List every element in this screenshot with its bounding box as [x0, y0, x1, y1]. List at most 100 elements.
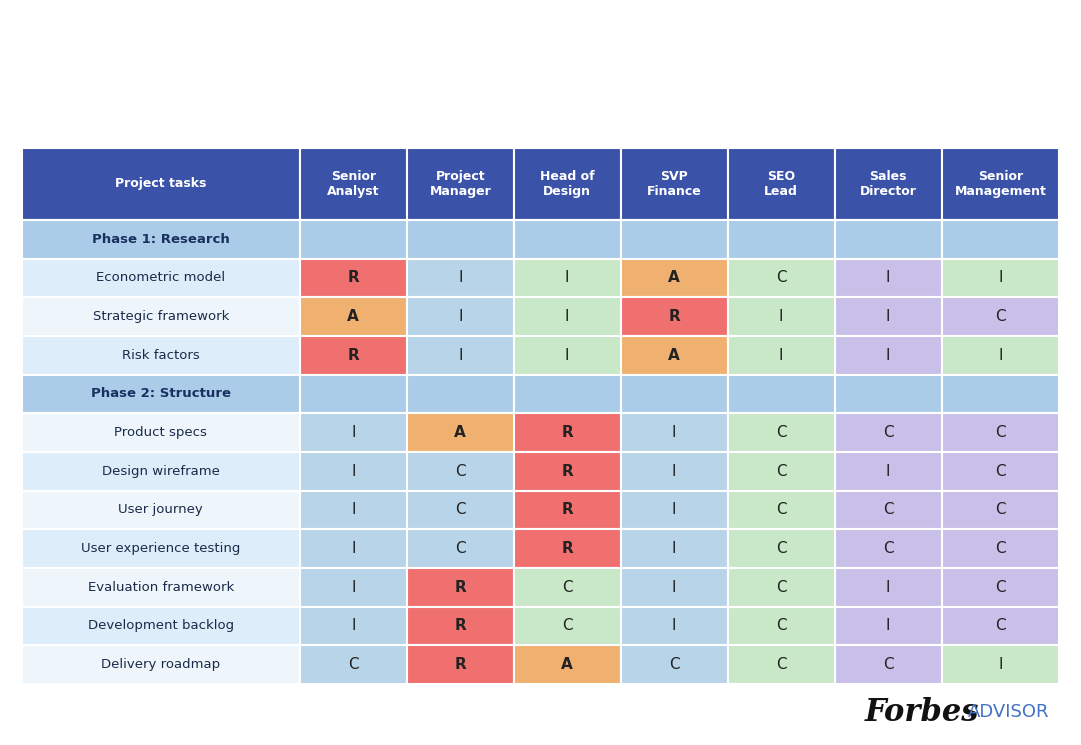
- Bar: [728, 529, 835, 568]
- Text: R: R: [561, 541, 573, 556]
- Bar: [22, 375, 299, 413]
- Bar: [728, 568, 835, 606]
- Bar: [728, 148, 835, 220]
- Text: C: C: [348, 657, 359, 672]
- Text: C: C: [776, 580, 787, 595]
- Bar: [406, 452, 513, 491]
- Bar: [728, 491, 835, 529]
- Text: I: I: [458, 309, 463, 324]
- Bar: [406, 336, 513, 375]
- Text: SEO
Lead: SEO Lead: [764, 170, 798, 197]
- Bar: [22, 452, 299, 491]
- Bar: [406, 259, 513, 297]
- Bar: [299, 452, 406, 491]
- Bar: [22, 413, 299, 452]
- Text: C: C: [776, 270, 787, 285]
- Bar: [620, 491, 728, 529]
- Bar: [620, 375, 728, 413]
- Text: C: C: [776, 657, 787, 672]
- Bar: [406, 529, 513, 568]
- Bar: [620, 413, 728, 452]
- Bar: [513, 452, 620, 491]
- Text: C: C: [996, 309, 1005, 324]
- Text: C: C: [883, 657, 894, 672]
- Bar: [728, 220, 835, 259]
- Text: I: I: [886, 309, 891, 324]
- Bar: [620, 452, 728, 491]
- Text: C: C: [776, 502, 787, 518]
- Text: C: C: [669, 657, 680, 672]
- Bar: [942, 220, 1059, 259]
- Text: I: I: [886, 270, 891, 285]
- Text: Phase 2: Structure: Phase 2: Structure: [91, 387, 230, 400]
- Text: Phase 1: Research: Phase 1: Research: [92, 232, 229, 246]
- Bar: [22, 645, 299, 684]
- Text: Strategic framework: Strategic framework: [93, 310, 229, 323]
- Text: I: I: [351, 618, 356, 633]
- Bar: [835, 529, 942, 568]
- Bar: [835, 491, 942, 529]
- Bar: [406, 568, 513, 606]
- Text: C: C: [776, 425, 787, 440]
- Bar: [942, 645, 1059, 684]
- Bar: [942, 375, 1059, 413]
- Text: R: R: [454, 580, 466, 595]
- Bar: [22, 148, 299, 220]
- Text: I: I: [672, 463, 677, 479]
- Text: C: C: [455, 541, 466, 556]
- Bar: [406, 148, 513, 220]
- Text: Senior
Analyst: Senior Analyst: [328, 170, 379, 197]
- Bar: [513, 336, 620, 375]
- Text: I: I: [672, 618, 677, 633]
- Bar: [513, 491, 620, 529]
- Bar: [835, 297, 942, 336]
- Bar: [22, 220, 299, 259]
- Text: I: I: [886, 348, 891, 363]
- Text: C: C: [996, 425, 1005, 440]
- Text: I: I: [998, 348, 1003, 363]
- Bar: [620, 645, 728, 684]
- Text: C: C: [996, 502, 1005, 518]
- Text: C: C: [996, 618, 1005, 633]
- Text: Product specs: Product specs: [115, 426, 208, 439]
- Bar: [22, 259, 299, 297]
- Bar: [620, 529, 728, 568]
- Text: C: C: [883, 425, 894, 440]
- Text: Senior
Management: Senior Management: [955, 170, 1046, 197]
- Bar: [942, 606, 1059, 645]
- Bar: [942, 568, 1059, 606]
- Text: C: C: [776, 463, 787, 479]
- Text: I: I: [565, 309, 570, 324]
- Bar: [835, 645, 942, 684]
- Bar: [22, 491, 299, 529]
- Text: C: C: [562, 618, 573, 633]
- Text: I: I: [351, 463, 356, 479]
- Text: I: I: [458, 348, 463, 363]
- Bar: [299, 336, 406, 375]
- Text: RACI CHART EXAMPLE: RACI CHART EXAMPLE: [162, 38, 919, 97]
- Bar: [728, 645, 835, 684]
- Bar: [299, 297, 406, 336]
- Text: A: A: [347, 309, 359, 324]
- Text: C: C: [776, 541, 787, 556]
- Text: C: C: [996, 580, 1005, 595]
- Text: I: I: [779, 309, 784, 324]
- Text: Evaluation framework: Evaluation framework: [88, 581, 233, 594]
- Bar: [835, 413, 942, 452]
- Bar: [299, 491, 406, 529]
- Bar: [620, 297, 728, 336]
- Bar: [513, 259, 620, 297]
- Bar: [299, 375, 406, 413]
- Text: I: I: [998, 270, 1003, 285]
- Text: R: R: [347, 348, 359, 363]
- Bar: [728, 606, 835, 645]
- Bar: [299, 413, 406, 452]
- Text: C: C: [562, 580, 573, 595]
- Text: I: I: [886, 618, 891, 633]
- Text: I: I: [886, 463, 891, 479]
- Bar: [406, 606, 513, 645]
- Bar: [299, 568, 406, 606]
- Bar: [513, 375, 620, 413]
- Bar: [942, 452, 1059, 491]
- Bar: [406, 491, 513, 529]
